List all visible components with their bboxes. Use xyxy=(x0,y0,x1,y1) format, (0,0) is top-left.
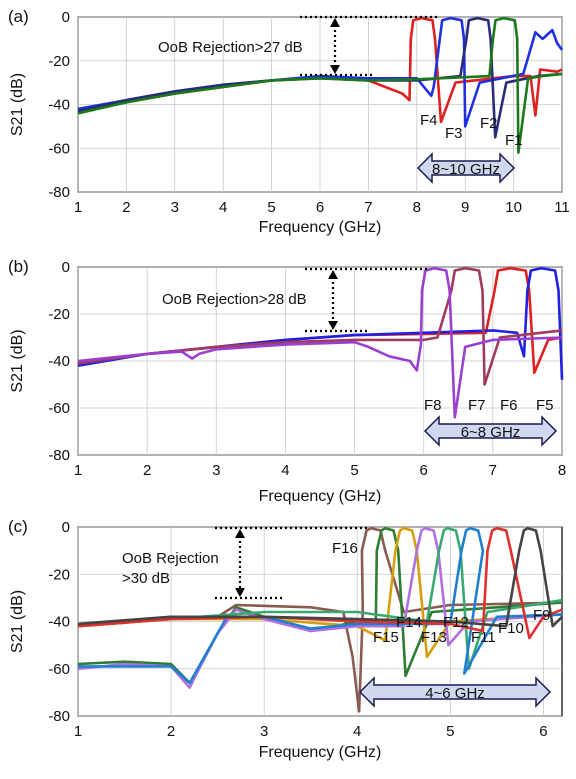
panel-a: 1 2 3 4 5 6 7 8 9 10 11 0 -20 -40 -60 -80 Frequency (GHz… xyxy=(8,7,570,236)
x-tick-label: 7 xyxy=(364,199,372,216)
panel-b: 1 2 3 4 5 6 7 8 0 -20 -40 -60 -80 Frequency (GHz) S21 … xyxy=(8,257,566,505)
band-label: 4~6 GHz xyxy=(425,685,485,702)
x-tick-label: 4 xyxy=(353,723,361,740)
filter-label: F15 xyxy=(373,629,399,646)
rejection-label-line: OoB Rejection>28 dB xyxy=(162,291,307,308)
y-axis-label: S21 (dB) xyxy=(9,590,26,653)
filter-label: F4 xyxy=(420,112,438,129)
x-tick-label: 6 xyxy=(316,199,324,216)
x-tick-label: 5 xyxy=(446,723,454,740)
filter-label: F11 xyxy=(471,629,496,646)
series-line xyxy=(77,16,563,139)
y-tick-label: -60 xyxy=(48,661,70,678)
filter-label: F12 xyxy=(443,614,469,631)
filter-label: F13 xyxy=(421,629,447,646)
rejection-label-line: OoB Rejection>27 dB xyxy=(158,39,303,56)
band-arrow xyxy=(423,415,558,447)
x-tick-label: 2 xyxy=(143,462,151,479)
x-tick-label: 5 xyxy=(267,199,275,216)
filter-label: F14 xyxy=(396,614,422,631)
panel-label: (a) xyxy=(8,7,29,26)
y-tick-label: -80 xyxy=(48,708,70,725)
filter-label: F8 xyxy=(424,397,442,414)
y-axis-label: S21 (dB) xyxy=(9,329,26,392)
x-tick-label: 3 xyxy=(260,723,268,740)
y-tick-label: 0 xyxy=(62,259,70,276)
rejection-arrow-head-down xyxy=(330,65,340,74)
rejection-arrow-head-up xyxy=(328,270,338,279)
rejection-arrow-head-down xyxy=(328,321,338,330)
band-arrow xyxy=(416,152,516,184)
y-tick-label: -80 xyxy=(48,447,70,464)
x-axis-label: Frequency (GHz) xyxy=(259,488,382,505)
band-label: 8~10 GHz xyxy=(432,161,500,178)
filter-label: F7 xyxy=(468,397,486,414)
x-tick-label: 3 xyxy=(212,462,220,479)
rejection-label-line: OoB Rejection xyxy=(122,550,219,567)
panel-label: (c) xyxy=(8,517,28,536)
series-line xyxy=(77,266,563,386)
x-tick-label: 4 xyxy=(281,462,289,479)
band-label: 6~8 GHz xyxy=(461,424,521,441)
x-tick-label: 8 xyxy=(413,199,421,216)
x-tick-label: 2 xyxy=(122,199,130,216)
x-tick-label: 1 xyxy=(74,462,82,479)
series-line xyxy=(77,16,563,154)
filter-label: F6 xyxy=(500,397,518,414)
y-tick-label: -20 xyxy=(48,306,70,323)
rejection-arrow-head-up xyxy=(235,529,245,538)
series-line xyxy=(77,526,563,628)
panel-c: 1 2 3 4 5 6 0 -20 -40 -60 -80 Frequency (GHz) S21 (d… xyxy=(8,517,563,761)
y-tick-label: -40 xyxy=(48,614,70,631)
filter-label: F3 xyxy=(445,125,463,142)
y-tick-label: 0 xyxy=(62,9,70,26)
y-axis-label: S21 (dB) xyxy=(9,73,26,136)
band-arrow xyxy=(358,676,552,708)
y-tick-label: 0 xyxy=(62,519,70,536)
x-tick-label: 6 xyxy=(539,723,547,740)
y-tick-label: -80 xyxy=(48,184,70,201)
y-tick-label: -20 xyxy=(48,53,70,70)
filter-label: F2 xyxy=(480,115,498,132)
y-tick-label: -40 xyxy=(48,97,70,114)
x-tick-label: 7 xyxy=(489,462,497,479)
rejection-arrow-head-up xyxy=(330,18,340,27)
series-line xyxy=(77,526,563,671)
rejection-label: OoB Rejection>27 dB xyxy=(158,39,303,56)
x-tick-label: 1 xyxy=(74,199,82,216)
y-tick-label: -20 xyxy=(48,566,70,583)
x-tick-label: 4 xyxy=(219,199,227,216)
filter-label: F16 xyxy=(332,540,358,557)
y-tick-label: -60 xyxy=(48,140,70,157)
y-tick-label: -60 xyxy=(48,400,70,417)
filter-label: F5 xyxy=(536,397,554,414)
x-tick-label: 10 xyxy=(505,199,522,216)
filter-label: F1 xyxy=(505,132,523,149)
panel-label: (b) xyxy=(8,257,29,276)
x-tick-label: 3 xyxy=(171,199,179,216)
x-tick-label: 1 xyxy=(74,723,82,740)
filter-label: F9 xyxy=(533,607,551,624)
x-tick-label: 11 xyxy=(554,199,570,216)
y-tick-label: -40 xyxy=(48,353,70,370)
x-axis-label: Frequency (GHz) xyxy=(259,219,382,236)
x-tick-label: 5 xyxy=(350,462,358,479)
series-line xyxy=(77,266,563,419)
x-tick-label: 6 xyxy=(420,462,428,479)
rejection-label: OoB Rejection>28 dB xyxy=(162,291,307,308)
filter-label: F10 xyxy=(498,620,524,637)
x-tick-label: 8 xyxy=(558,462,566,479)
x-tick-label: 9 xyxy=(461,199,469,216)
rejection-label: OoB Rejection >30 dB xyxy=(122,550,219,587)
x-tick-label: 2 xyxy=(167,723,175,740)
rejection-label-line: >30 dB xyxy=(122,570,170,587)
x-axis-label: Frequency (GHz) xyxy=(259,744,382,761)
rejection-arrow-head-down xyxy=(235,588,245,597)
